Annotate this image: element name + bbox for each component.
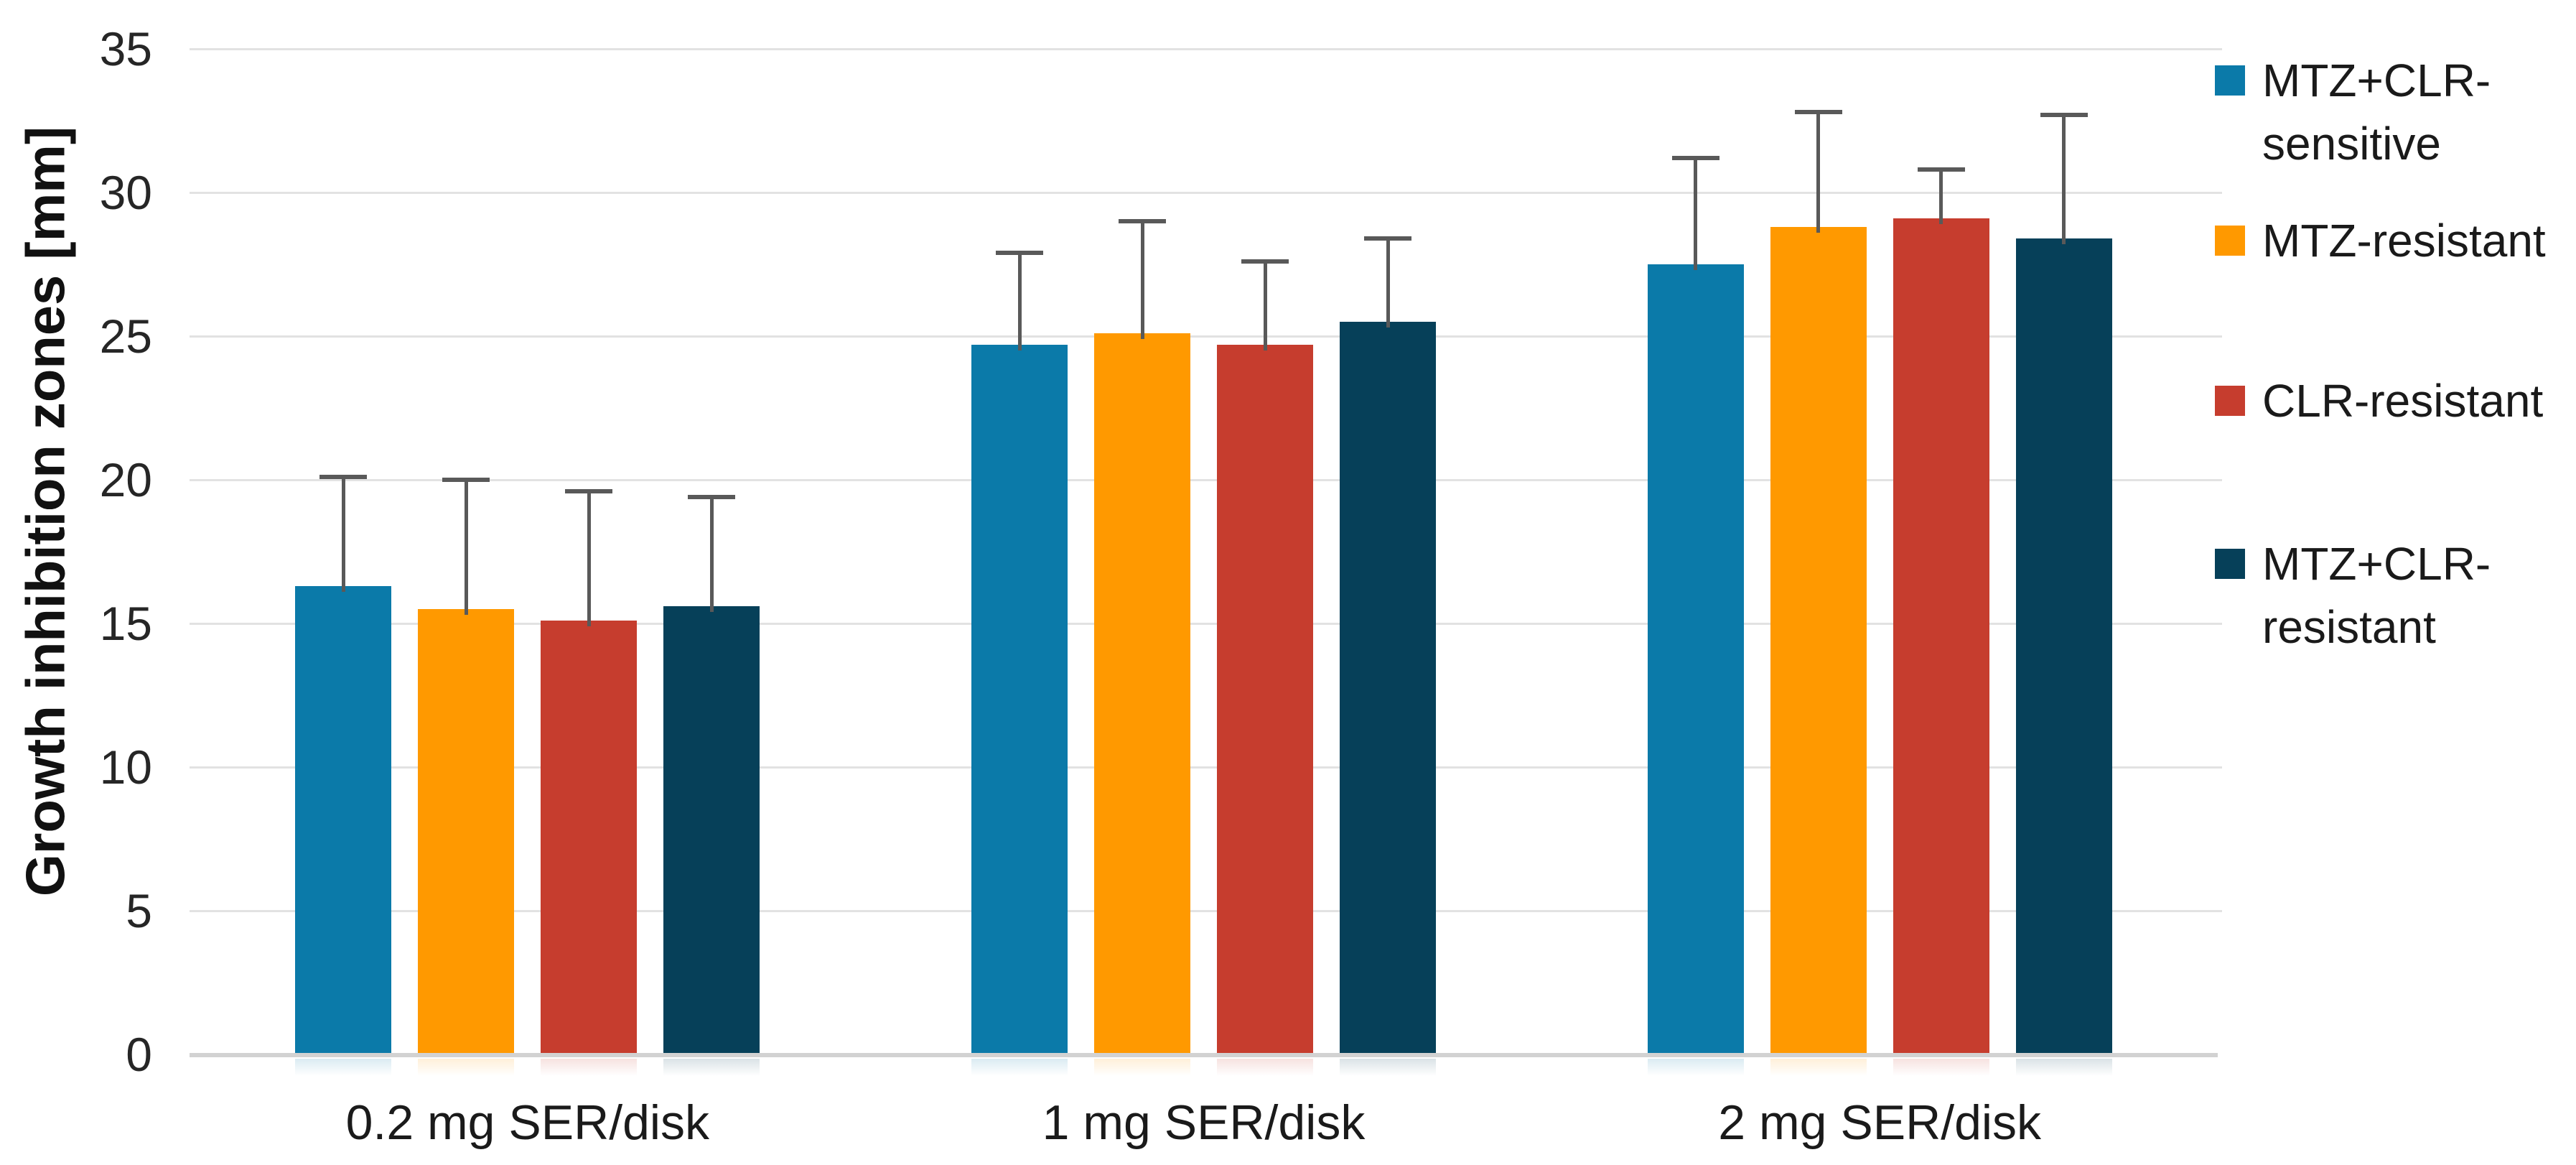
y-tick-label: 10 [99, 741, 152, 794]
gridline [190, 479, 2222, 481]
error-bar-line [1386, 238, 1390, 328]
legend-item-label: MTZ-resistant [2262, 215, 2546, 266]
error-bar-cap [2040, 113, 2088, 117]
error-bar-line [587, 491, 591, 626]
x-axis-line [190, 1053, 2218, 1057]
error-bar-cap [1794, 110, 1842, 114]
error-bar-line [341, 477, 345, 592]
legend-color-swatch-icon [2215, 226, 2245, 256]
bar-mtz-clr-sensitive-cat1 [295, 586, 392, 1057]
bar-mtz-clr-resistant-cat2 [1340, 322, 1436, 1057]
bar-mtz-resistant-cat2 [1094, 333, 1190, 1057]
error-bar-line [1017, 253, 1022, 351]
bar-reflection [1217, 1059, 1313, 1076]
error-bar-line [1939, 170, 1943, 224]
bar-mtz-clr-sensitive-cat3 [1647, 264, 1744, 1057]
error-bar-cap [1364, 236, 1411, 241]
legend-item-mtz-clr-resistant: MTZ+CLR-resistant [2215, 532, 2491, 659]
bar-reflection [1094, 1059, 1190, 1076]
x-category-label: 0.2 mg SER/disk [345, 1095, 710, 1150]
bar-reflection [418, 1059, 515, 1076]
y-tick-label: 5 [126, 884, 152, 937]
bar-clr-resistant-cat1 [541, 621, 638, 1057]
legend-item-label: CLR-resistant [2262, 375, 2544, 427]
bar-reflection [663, 1059, 760, 1076]
error-bar-line [1140, 221, 1144, 339]
y-tick-label: 0 [126, 1028, 152, 1081]
error-bar-cap [1119, 219, 1166, 223]
error-bar-cap [565, 489, 613, 493]
legend: MTZ+CLR-sensitive MTZ-resistant CLR-resist… [2215, 0, 2576, 1165]
bar-reflection [971, 1059, 1068, 1076]
bar-reflection [295, 1059, 392, 1076]
y-tick-label: 20 [99, 453, 152, 506]
legend-color-swatch-icon [2215, 549, 2245, 579]
x-category-label: 1 mg SER/disk [1042, 1095, 1366, 1150]
error-bar-cap [996, 251, 1043, 255]
bar-reflection [1647, 1059, 1744, 1076]
bar-clr-resistant-cat2 [1217, 345, 1313, 1057]
gridline [190, 335, 2222, 338]
error-bar-line [1816, 112, 1821, 233]
error-bar-cap [1671, 156, 1719, 160]
gridline [190, 766, 2222, 769]
error-bar-line [709, 497, 714, 612]
bar-mtz-clr-resistant-cat1 [663, 606, 760, 1057]
error-bar-cap [319, 475, 368, 479]
legend-item-label: MTZ+CLR-resistant [2262, 538, 2491, 653]
bar-clr-resistant-cat3 [1893, 218, 1989, 1057]
bar-reflection [2015, 1059, 2112, 1076]
bar-reflection [541, 1059, 638, 1076]
legend-item-label: MTZ+CLR-sensitive [2262, 55, 2491, 170]
error-bar-cap [1241, 259, 1289, 264]
gridline [190, 192, 2222, 194]
legend-color-swatch-icon [2215, 65, 2245, 96]
error-bar-line [2062, 115, 2066, 244]
bar-mtz-resistant-cat1 [418, 609, 515, 1057]
gridline [190, 48, 2222, 50]
bar-mtz-clr-sensitive-cat2 [971, 345, 1068, 1057]
bar-mtz-clr-resistant-cat3 [2015, 238, 2112, 1057]
y-tick-label: 30 [99, 166, 152, 219]
y-tick-label: 35 [99, 22, 152, 75]
y-tick-label: 15 [99, 597, 152, 650]
legend-item-mtz-resistant: MTZ-resistant [2215, 209, 2546, 272]
error-bar-cap [688, 495, 736, 499]
error-bar-cap [1917, 167, 1965, 172]
bar-reflection [1340, 1059, 1436, 1076]
bar-mtz-resistant-cat3 [1770, 227, 1867, 1057]
gridline [190, 910, 2222, 912]
error-bar-line [464, 480, 468, 615]
y-tick-label: 25 [99, 310, 152, 363]
x-category-label: 2 mg SER/disk [1718, 1095, 2042, 1150]
error-bar-line [1263, 261, 1267, 351]
legend-item-mtz-clr-sensitive: MTZ+CLR-sensitive [2215, 49, 2491, 175]
legend-color-swatch-icon [2215, 386, 2245, 416]
legend-item-clr-resistant: CLR-resistant [2215, 369, 2543, 432]
error-bar-line [1694, 158, 1698, 270]
bar-reflection [1893, 1059, 1989, 1076]
gridline [190, 623, 2222, 625]
bar-reflection [1770, 1059, 1867, 1076]
error-bar-cap [442, 478, 490, 482]
